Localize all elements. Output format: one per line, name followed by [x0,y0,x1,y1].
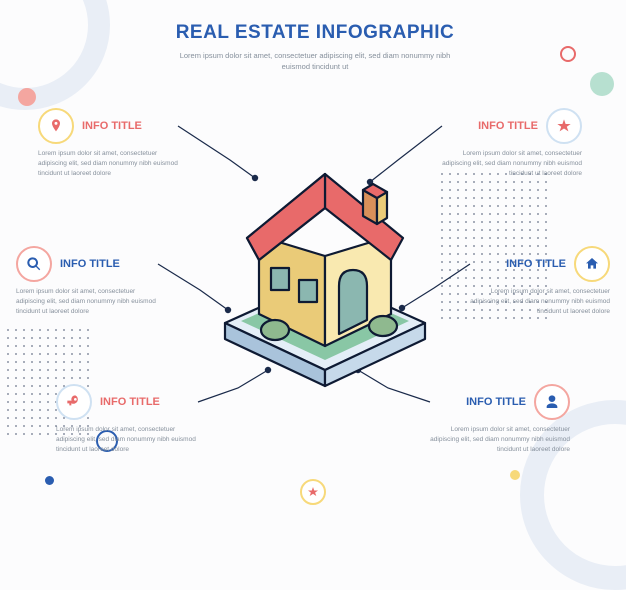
info-body: Lorem ipsum dolor sit amet, consectetuer… [430,425,570,455]
page-title: REAL ESTATE INFOGRAPHIC [145,22,485,44]
header: REAL ESTATE INFOGRAPHIC Lorem ipsum dolo… [145,22,485,73]
info-body: Lorem ipsum dolor sit amet, consectetuer… [16,287,156,317]
info-title: INFO TITLE [478,120,538,132]
info-title: INFO TITLE [100,396,160,408]
user-icon [534,384,570,420]
info-item-key: INFO TITLE Lorem ipsum dolor sit amet, c… [56,384,196,455]
info-item-search: INFO TITLE Lorem ipsum dolor sit amet, c… [16,246,156,317]
info-item-pin: INFO TITLE Lorem ipsum dolor sit amet, c… [38,108,178,179]
info-item-home: INFO TITLE Lorem ipsum dolor sit amet, c… [470,246,610,317]
home-icon [574,246,610,282]
key-icon [56,384,92,420]
info-title: INFO TITLE [60,258,120,270]
house-illustration [215,118,435,388]
info-body: Lorem ipsum dolor sit amet, consectetuer… [38,149,178,179]
info-title: INFO TITLE [506,258,566,270]
star-icon [546,108,582,144]
info-item-star: INFO TITLE Lorem ipsum dolor sit amet, c… [442,108,582,179]
info-body: Lorem ipsum dolor sit amet, consectetuer… [470,287,610,317]
pin-icon [38,108,74,144]
info-body: Lorem ipsum dolor sit amet, consectetuer… [442,149,582,179]
info-item-user: INFO TITLE Lorem ipsum dolor sit amet, c… [430,384,570,455]
info-title: INFO TITLE [82,120,142,132]
info-title: INFO TITLE [466,396,526,408]
info-body: Lorem ipsum dolor sit amet, consectetuer… [56,425,196,455]
page-subtitle: Lorem ipsum dolor sit amet, consectetuer… [165,50,465,73]
search-icon [16,246,52,282]
footer-badge-icon [300,479,326,505]
